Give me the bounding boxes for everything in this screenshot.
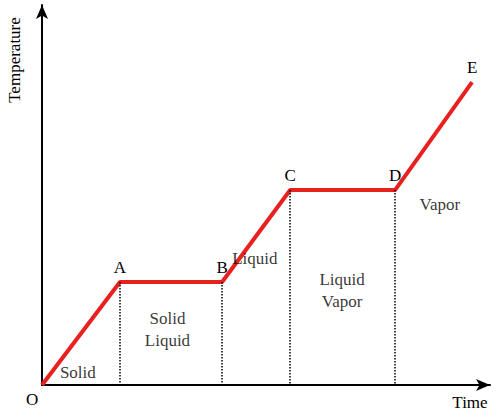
svg-text:Liquid: Liquid (145, 331, 191, 350)
svg-text:Temperature: Temperature (5, 17, 24, 103)
svg-text:Solid: Solid (60, 363, 96, 382)
svg-text:A: A (114, 258, 127, 277)
svg-text:Solid: Solid (149, 309, 185, 328)
svg-text:Time: Time (452, 393, 487, 412)
svg-text:D: D (389, 166, 401, 185)
svg-text:Vapor: Vapor (322, 292, 363, 311)
svg-text:B: B (216, 258, 227, 277)
svg-text:Liquid: Liquid (232, 249, 278, 268)
svg-text:Vapor: Vapor (420, 195, 461, 214)
svg-text:Liquid: Liquid (319, 270, 365, 289)
svg-text:C: C (285, 166, 296, 185)
svg-text:O: O (26, 390, 38, 409)
svg-text:E: E (467, 58, 477, 77)
